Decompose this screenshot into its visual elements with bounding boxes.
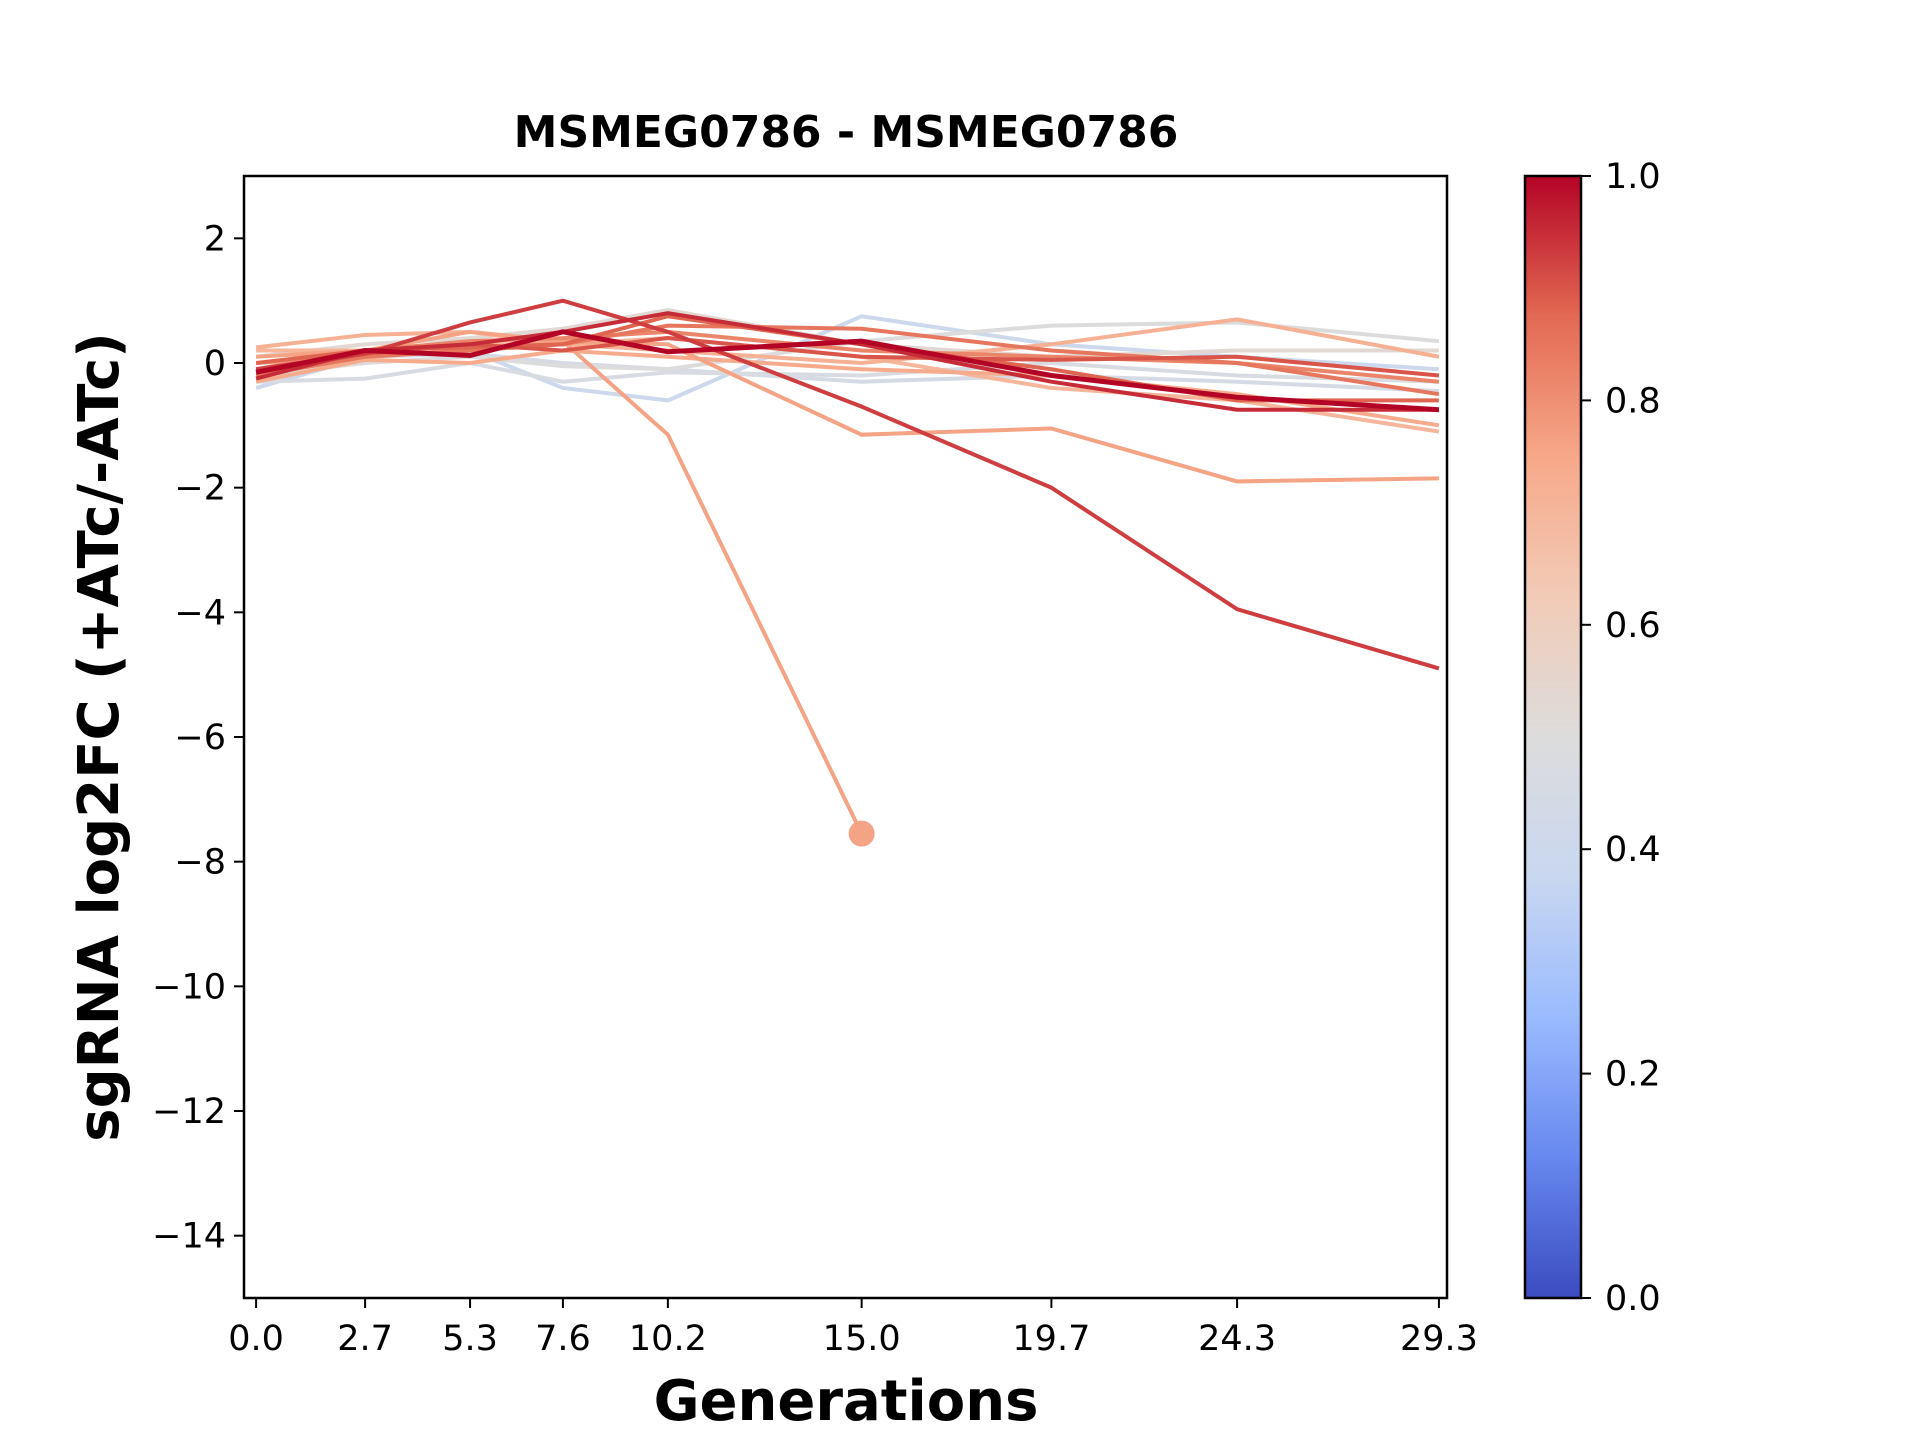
colorbar-tick-label: 0.2 — [1605, 1055, 1661, 1095]
colorbar-tick-label: 0.0 — [1605, 1279, 1661, 1319]
y-tick-label: −2 — [174, 469, 226, 509]
y-axis: 2 0 −2 −4 −6 −8 −10 −12 −14 — [152, 219, 244, 1257]
colorbar-tick-label: 0.4 — [1605, 830, 1661, 870]
y-tick-label: −8 — [174, 843, 226, 883]
series-line-sgRNA-p — [255, 311, 1439, 412]
x-tick-label: 7.6 — [535, 1319, 591, 1359]
x-axis: 0.0 2.7 5.3 7.6 10.2 15.0 19.7 24.3 29.3 — [228, 1298, 1478, 1359]
x-tick-label: 5.3 — [442, 1319, 498, 1359]
colorbar-ticks: 0.0 0.2 0.4 0.6 0.8 1.0 — [1581, 157, 1661, 1319]
colorbar-tick-label: 0.8 — [1605, 381, 1661, 421]
y-axis-label: sgRNA log2FC (+ATc/-ATc) — [67, 332, 132, 1142]
y-tick-label: −14 — [152, 1217, 226, 1257]
x-tick-label: 0.0 — [228, 1319, 284, 1359]
series-line-sgRNA-o — [255, 298, 1440, 671]
series-lines — [255, 298, 1440, 847]
x-tick-label: 15.0 — [823, 1319, 901, 1359]
x-tick-label: 29.3 — [1400, 1319, 1478, 1359]
y-tick-label: −12 — [152, 1092, 226, 1132]
y-tick-label: 2 — [204, 219, 226, 259]
x-tick-label: 2.7 — [337, 1319, 393, 1359]
series-line-sgRNA-b — [256, 360, 1439, 384]
series-line-sgRNA-q — [255, 329, 1440, 413]
colorbar-tick-label: 0.6 — [1605, 606, 1661, 646]
endpoint-marker — [848, 820, 875, 847]
y-tick-label: −6 — [174, 718, 226, 758]
series-line-sgRNA-j — [255, 339, 864, 835]
colorbar-tick-label: 1.0 — [1605, 157, 1661, 197]
y-tick-label: −10 — [152, 967, 226, 1007]
x-axis-label: Generations — [654, 1369, 1039, 1434]
colorbar: 0.0 0.2 0.4 0.6 0.8 1.0 — [1523, 157, 1661, 1319]
y-tick-label: 0 — [204, 344, 226, 384]
y-tick-label: −4 — [174, 593, 226, 633]
x-tick-label: 19.7 — [1012, 1319, 1090, 1359]
chart-title: MSMEG0786 - MSMEG0786 — [514, 107, 1179, 158]
colorbar-gradient — [1523, 174, 1583, 1300]
x-tick-label: 10.2 — [629, 1319, 707, 1359]
x-tick-label: 24.3 — [1198, 1319, 1276, 1359]
